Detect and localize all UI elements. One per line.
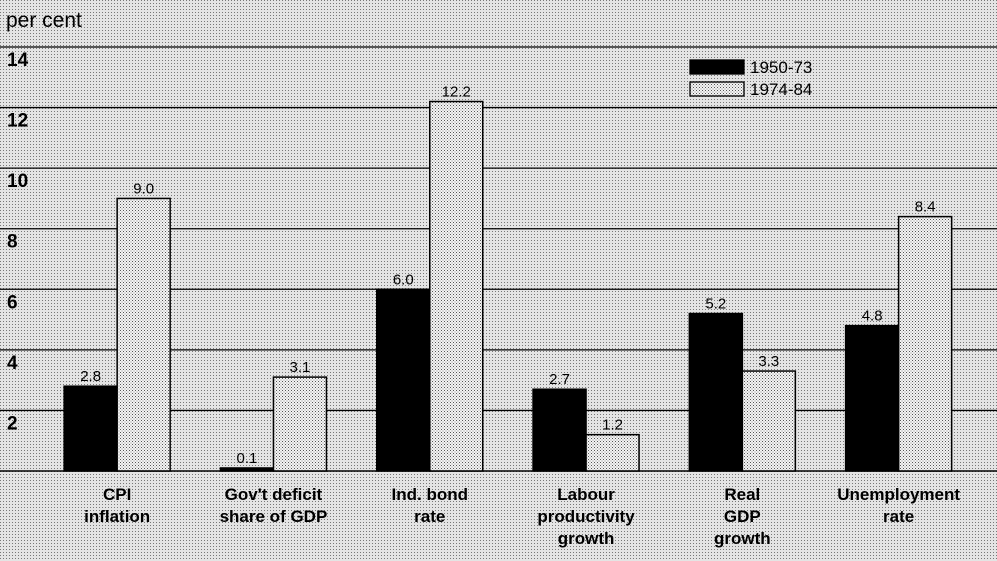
bar — [376, 288, 431, 472]
x-tick-label: rate — [883, 507, 914, 526]
x-tick-label: GDP — [724, 507, 761, 526]
bar — [844, 324, 900, 472]
y-axis-label: per cent — [6, 9, 82, 32]
x-tick-label: growth — [558, 529, 615, 548]
bar — [219, 467, 275, 472]
value-label: 5.2 — [705, 296, 726, 313]
y-tick-label: 8 — [7, 232, 18, 253]
value-label: 2.8 — [80, 368, 101, 385]
y-tick-label: 2 — [7, 413, 18, 434]
legend-label: 1974-84 — [750, 80, 812, 99]
x-tick-label: CPI — [103, 485, 131, 504]
x-tick-label: Real — [724, 485, 760, 504]
bar — [741, 370, 797, 472]
y-tick-label: 4 — [7, 353, 18, 374]
x-tick-label: Gov't deficit — [225, 485, 323, 504]
legend-swatch — [689, 81, 745, 97]
x-tick-label: Labour — [557, 485, 615, 504]
value-label: 3.3 — [758, 353, 779, 370]
value-label: 12.2 — [442, 84, 471, 101]
value-label: 8.4 — [915, 199, 936, 216]
x-tick-label: rate — [414, 507, 445, 526]
bar — [272, 376, 328, 472]
bar — [116, 197, 171, 472]
bar — [429, 100, 484, 472]
x-tick-label: Unemployment — [837, 485, 960, 504]
value-label: 2.7 — [549, 371, 570, 388]
value-label: 6.0 — [393, 271, 414, 288]
bar — [63, 385, 118, 472]
x-tick-label: productivity — [537, 507, 635, 526]
value-label: 0.1 — [237, 450, 258, 467]
y-tick-label: 12 — [7, 111, 28, 132]
x-tick-label: share of GDP — [220, 507, 328, 526]
value-label: 9.0 — [133, 180, 154, 197]
x-tick-label: growth — [714, 529, 771, 548]
value-label: 4.8 — [862, 308, 883, 325]
value-label: 3.1 — [290, 359, 311, 376]
bar — [585, 433, 640, 472]
value-label: 1.2 — [602, 417, 623, 434]
bar — [688, 312, 744, 472]
y-tick-label: 10 — [7, 171, 28, 192]
x-tick-label: Ind. bond — [392, 485, 468, 504]
legend-label: 1950-73 — [750, 58, 812, 77]
x-tick-label: inflation — [84, 507, 150, 526]
bar — [897, 215, 953, 472]
y-tick-label: 14 — [7, 50, 29, 71]
legend-swatch — [689, 59, 745, 75]
y-tick-label: 6 — [7, 292, 18, 313]
bar — [532, 388, 587, 472]
